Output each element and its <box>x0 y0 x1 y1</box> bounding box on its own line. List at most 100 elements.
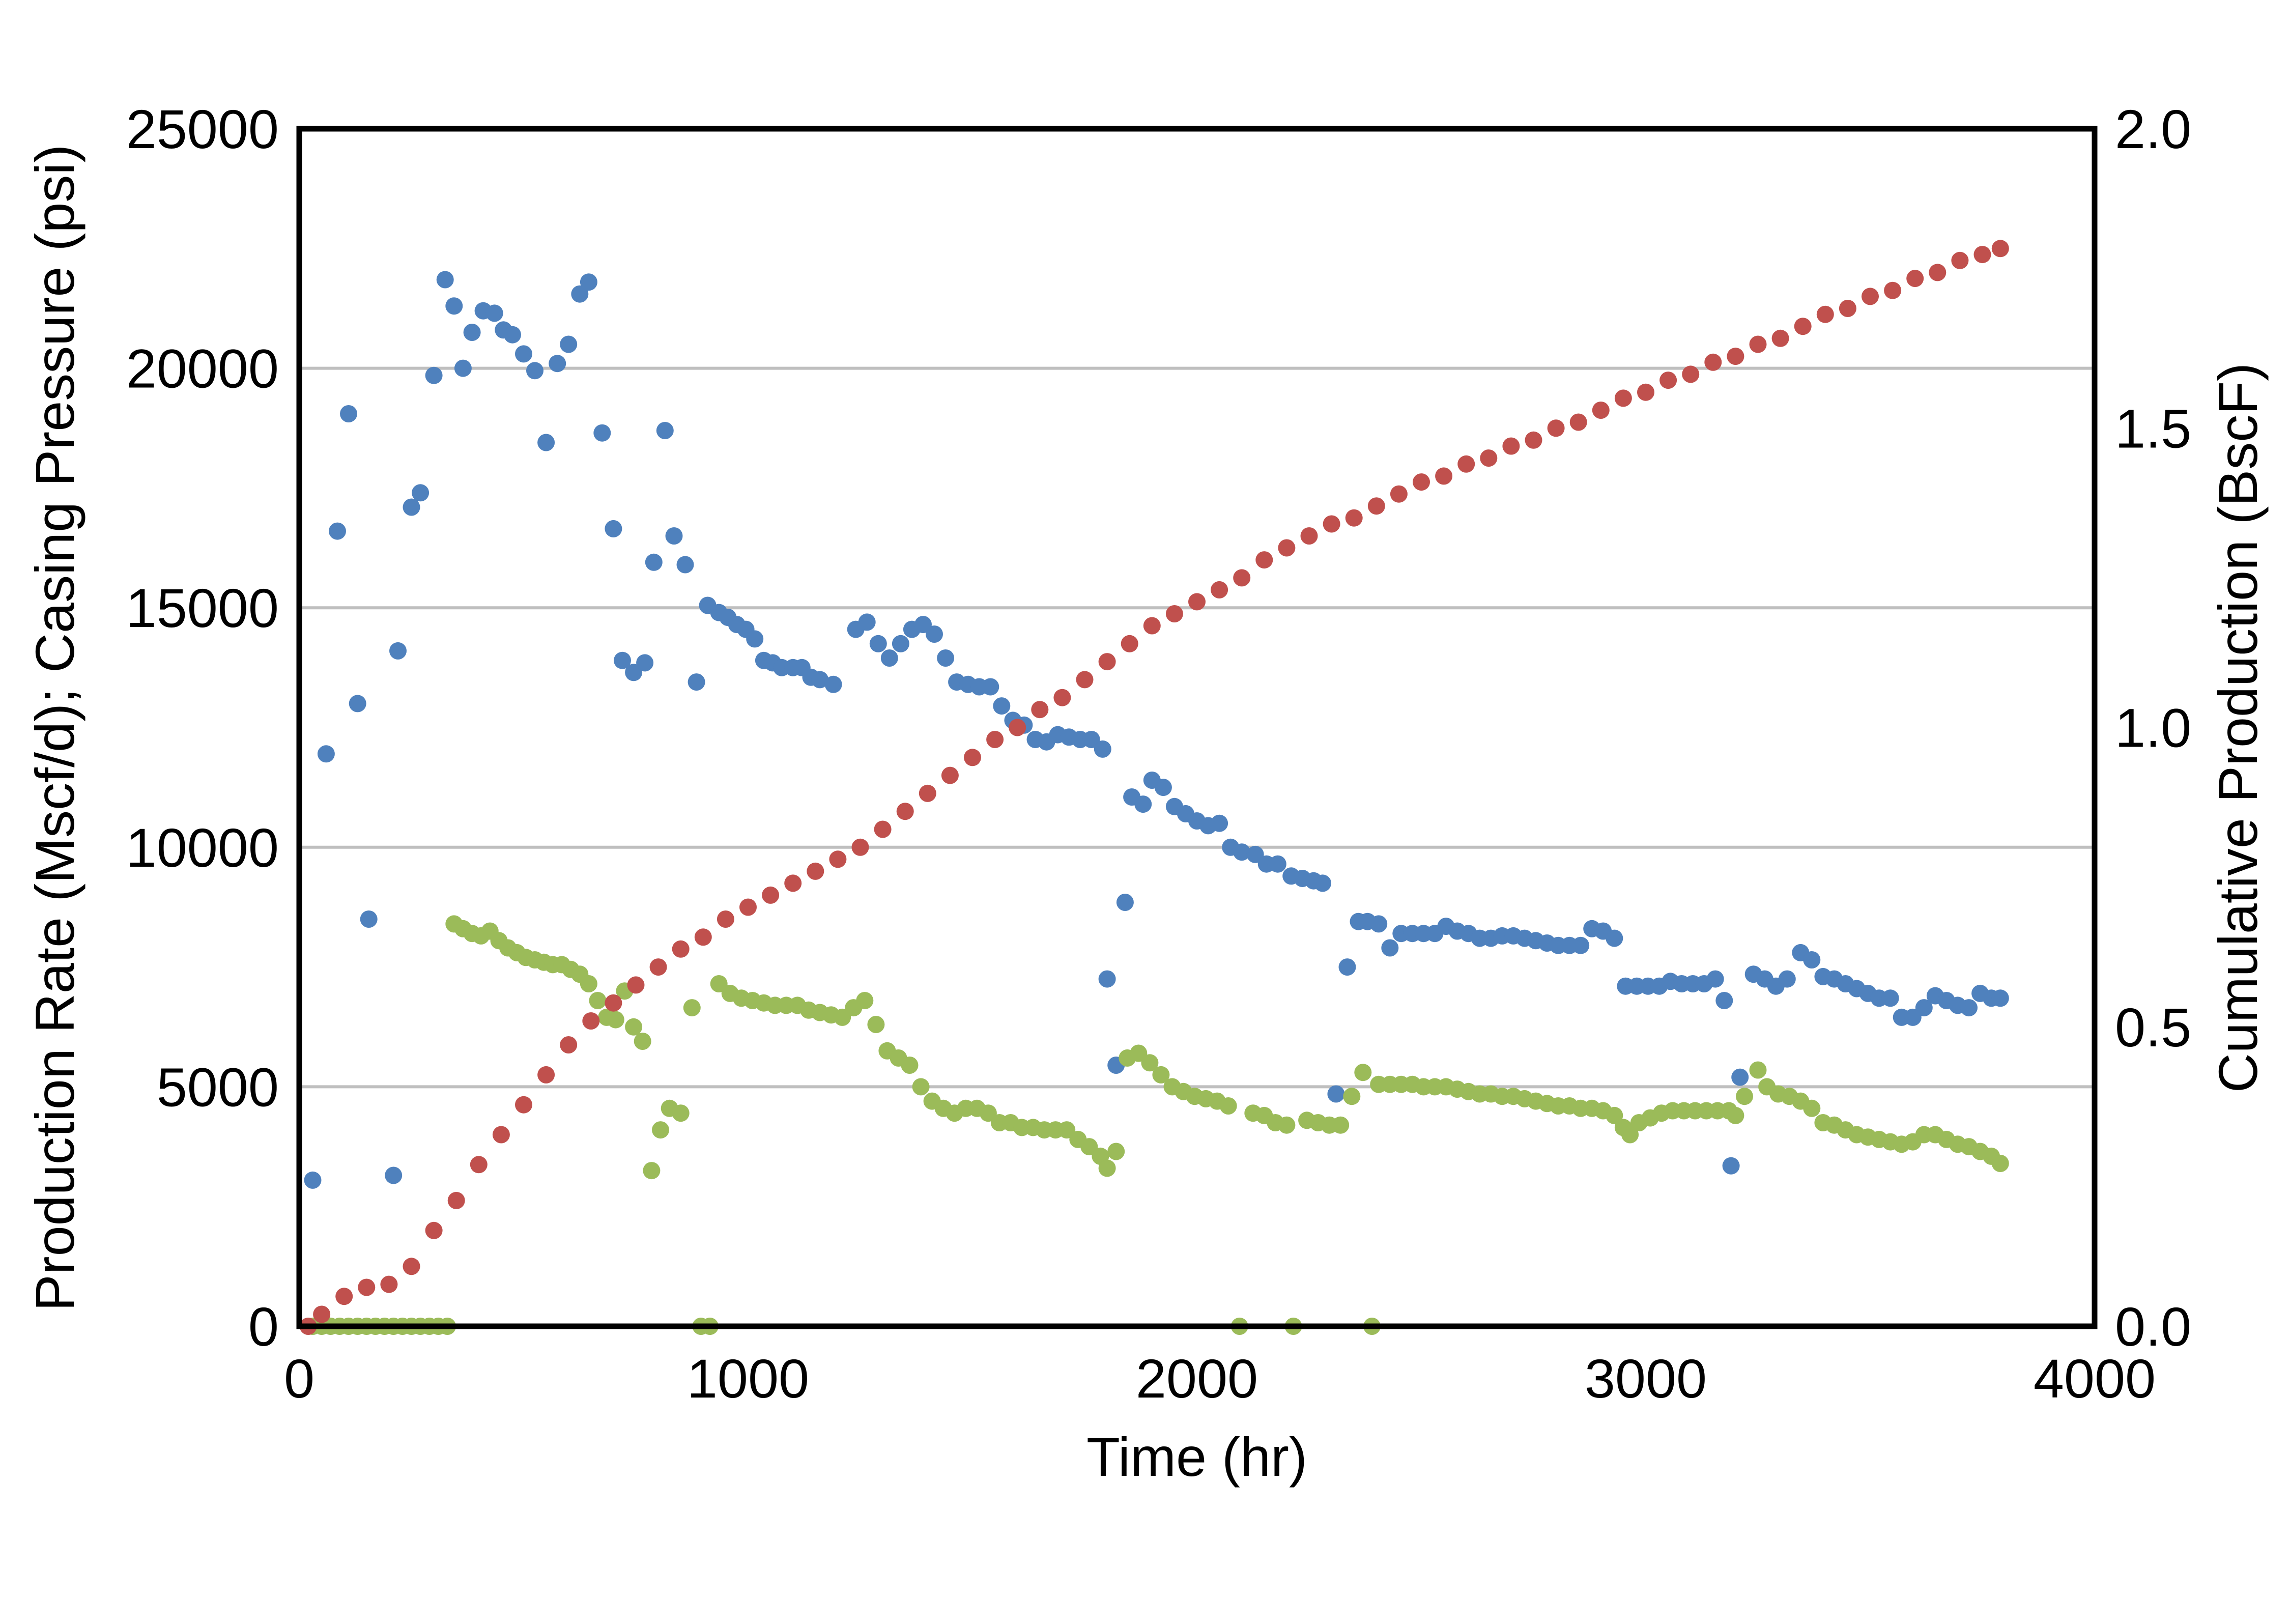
data-point-red <box>335 1288 353 1305</box>
x-tick-label: 2000 <box>1136 1348 1258 1409</box>
data-point-blue <box>549 355 566 373</box>
data-point-red <box>1991 240 2009 258</box>
data-point-red <box>425 1221 443 1239</box>
data-point-red <box>403 1258 420 1275</box>
data-point-red <box>1794 318 1812 335</box>
data-point-green <box>1141 1054 1159 1072</box>
data-point-red <box>784 874 802 892</box>
data-point-red <box>492 1126 510 1144</box>
data-point-red <box>1121 635 1138 652</box>
x-tick-label: 1000 <box>687 1348 809 1409</box>
data-point-red <box>1143 617 1161 635</box>
data-point-green <box>1606 1106 1623 1124</box>
data-point-red <box>313 1305 331 1323</box>
data-point-red <box>1749 335 1767 353</box>
data-point-red <box>1973 246 1991 264</box>
data-point-red <box>964 749 981 766</box>
data-point-green <box>589 992 607 1009</box>
data-point-red <box>1569 413 1587 431</box>
series-red <box>299 240 2009 1335</box>
tick-labels: 05000100001500020000250000.00.51.01.52.0… <box>126 98 2191 1409</box>
data-point-red <box>1098 653 1116 671</box>
data-point-blue <box>625 664 643 681</box>
data-point-red <box>1906 270 1924 288</box>
data-point-green <box>1727 1106 1744 1124</box>
data-point-green <box>901 1057 919 1074</box>
data-point-red <box>1188 593 1206 611</box>
data-point-blue <box>676 556 694 574</box>
data-point-blue <box>824 675 842 693</box>
data-point-red <box>1682 365 1700 383</box>
data-point-blue <box>580 273 597 291</box>
data-point-blue <box>1314 874 1331 892</box>
data-point-red <box>1862 288 1879 305</box>
data-point-blue <box>360 910 378 928</box>
data-point-red <box>762 886 780 904</box>
data-point-blue <box>858 613 876 631</box>
data-point-red <box>1951 251 1969 269</box>
data-point-green <box>683 999 701 1017</box>
data-point-green <box>856 992 874 1009</box>
x-axis-title: Time (hr) <box>1086 1426 1307 1488</box>
x-tick-label: 4000 <box>2034 1348 2156 1409</box>
data-point-red <box>515 1096 532 1114</box>
data-point-blue <box>1269 855 1286 873</box>
data-point-red <box>358 1278 376 1296</box>
data-point-red <box>1323 515 1340 533</box>
y-tick-label: 0 <box>248 1296 279 1357</box>
data-point-blue <box>1715 992 1733 1009</box>
data-point-green <box>912 1078 930 1096</box>
data-point-blue <box>892 635 909 652</box>
data-point-blue <box>436 271 454 289</box>
data-point-red <box>1367 497 1385 515</box>
y2-tick-label: 1.0 <box>2115 697 2191 759</box>
data-point-red <box>1525 431 1542 449</box>
series-layer <box>299 240 2009 1335</box>
x-tick-label: 3000 <box>1585 1348 1707 1409</box>
data-point-green <box>1749 1061 1767 1079</box>
data-point-blue <box>463 324 481 341</box>
data-point-blue <box>329 522 346 540</box>
data-point-blue <box>526 362 543 380</box>
data-point-blue <box>1116 894 1134 911</box>
data-point-red <box>1211 581 1228 599</box>
series-blue <box>304 271 2009 1189</box>
data-point-red <box>1637 383 1654 401</box>
data-point-red <box>1547 419 1565 437</box>
data-point-red <box>447 1191 465 1209</box>
data-point-red <box>1053 689 1071 706</box>
data-point-red <box>986 731 1004 748</box>
data-point-blue <box>1803 951 1821 968</box>
y-tick-label: 10000 <box>126 817 279 878</box>
data-point-blue <box>1881 989 1899 1007</box>
data-point-blue <box>1778 970 1796 988</box>
data-point-green <box>672 1104 690 1122</box>
data-point-red <box>1435 467 1453 485</box>
data-point-blue <box>926 625 943 643</box>
data-point-blue <box>485 304 503 322</box>
data-point-blue <box>1731 1068 1749 1086</box>
y2-tick-label: 2.0 <box>2115 98 2191 160</box>
data-point-green <box>625 1018 643 1036</box>
data-point-red <box>874 820 892 838</box>
data-point-blue <box>317 745 335 763</box>
data-point-blue <box>560 335 578 353</box>
data-point-red <box>1233 569 1251 587</box>
data-point-red <box>1929 264 1946 281</box>
data-point-green <box>1803 1099 1821 1117</box>
data-point-red <box>1390 485 1408 503</box>
data-point-red <box>1255 551 1273 569</box>
data-point-green <box>1098 1159 1116 1177</box>
data-point-blue <box>1094 740 1111 758</box>
data-point-red <box>1816 305 1834 323</box>
data-point-red <box>1076 671 1094 689</box>
data-point-blue <box>1370 915 1388 933</box>
data-point-blue <box>636 654 654 672</box>
data-point-red <box>1659 372 1677 389</box>
data-point-green <box>1130 1044 1148 1062</box>
data-point-green <box>834 1008 851 1026</box>
data-point-blue <box>1991 989 2009 1007</box>
data-point-green <box>1621 1126 1639 1144</box>
plot-area-frame <box>296 126 2098 1329</box>
